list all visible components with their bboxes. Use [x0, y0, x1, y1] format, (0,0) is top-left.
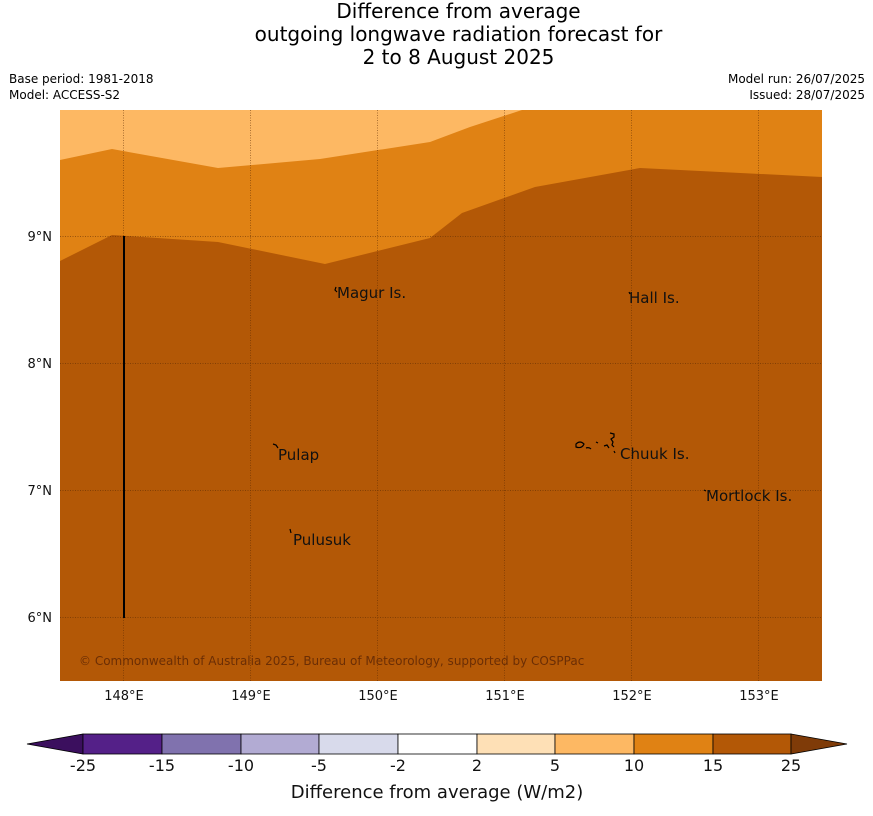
longitude-labels: 148°E 149°E 150°E 151°E 152°E 153°E [104, 689, 779, 704]
lon-label: 148°E [104, 689, 144, 704]
place-pulusuk: Pulusuk [293, 531, 351, 549]
colorbar-tick-label: 2 [472, 756, 482, 775]
colorbar-extend-high [790, 733, 848, 755]
title-line-1: Difference from average [336, 0, 581, 23]
lat-label: 6°N [28, 611, 53, 626]
lon-label: 149°E [231, 689, 271, 704]
colorbar-tick-label: -25 [70, 756, 96, 775]
map-title: Difference from average outgoing longwav… [0, 0, 873, 69]
colorbar-segment [633, 733, 714, 755]
lat-label: 7°N [28, 484, 53, 499]
place-chuuk: Chuuk Is. [620, 445, 689, 463]
colorbar-segment [712, 733, 792, 755]
band-15-25 [60, 168, 822, 681]
colorbar-segment [161, 733, 242, 755]
meta-right: Model run: 26/07/2025 Issued: 28/07/2025 [728, 71, 865, 103]
lon-label: 151°E [485, 689, 525, 704]
colorbar-tick-label: -5 [311, 756, 327, 775]
place-magur: Magur Is. [337, 284, 406, 302]
base-period: Base period: 1981-2018 [9, 72, 154, 86]
model-run: Model run: 26/07/2025 [727, 72, 865, 86]
lat-label: 8°N [28, 357, 53, 372]
place-pulap: Pulap [278, 446, 319, 464]
colorbar [26, 733, 848, 755]
island-shapes [272, 286, 707, 534]
lon-label: 153°E [739, 689, 779, 704]
colorbar-tick-label: -2 [390, 756, 406, 775]
copyright-notice: © Commonwealth of Australia 2025, Bureau… [79, 654, 584, 668]
lat-label: 9°N [28, 230, 53, 245]
colorbar-segment [554, 733, 635, 755]
colorbar-extend-low [26, 733, 84, 755]
map-plot: Magur Is. Hall Is. Pulap Chuuk Is. Mortl… [60, 110, 822, 681]
colorbar-tick-label: 5 [550, 756, 560, 775]
colorbar-segment [82, 733, 163, 755]
lon-label: 150°E [358, 689, 398, 704]
graticule [60, 110, 822, 681]
title-line-3: 2 to 8 August 2025 [362, 45, 555, 69]
colorbar-segment [240, 733, 320, 755]
colorbar-segment [397, 733, 478, 755]
latitude-labels: 9°N 8°N 7°N 6°N [28, 230, 53, 626]
lon-label: 152°E [612, 689, 652, 704]
issued-date: Issued: 28/07/2025 [749, 88, 865, 102]
title-line-2: outgoing longwave radiation forecast for [254, 22, 663, 46]
colorbar-title: Difference from average (W/m2) [291, 782, 583, 803]
colorbar-tick-label: 25 [781, 756, 801, 775]
colorbar-tick-label: 10 [624, 756, 644, 775]
place-mortlock: Mortlock Is. [706, 487, 792, 505]
model-name: Model: ACCESS-S2 [9, 88, 121, 102]
colorbar-ticks: -25 -15 -10 -5 -2 2 5 10 15 25 [70, 756, 801, 775]
colorbar-segment [476, 733, 556, 755]
meta-left: Base period: 1981-2018 Model: ACCESS-S2 [9, 71, 154, 103]
colorbar-segment [318, 733, 399, 755]
colorbar-tick-label: -10 [228, 756, 254, 775]
colorbar-tick-label: -15 [149, 756, 175, 775]
colorbar-tick-label: 15 [703, 756, 723, 775]
place-hall: Hall Is. [629, 289, 680, 307]
